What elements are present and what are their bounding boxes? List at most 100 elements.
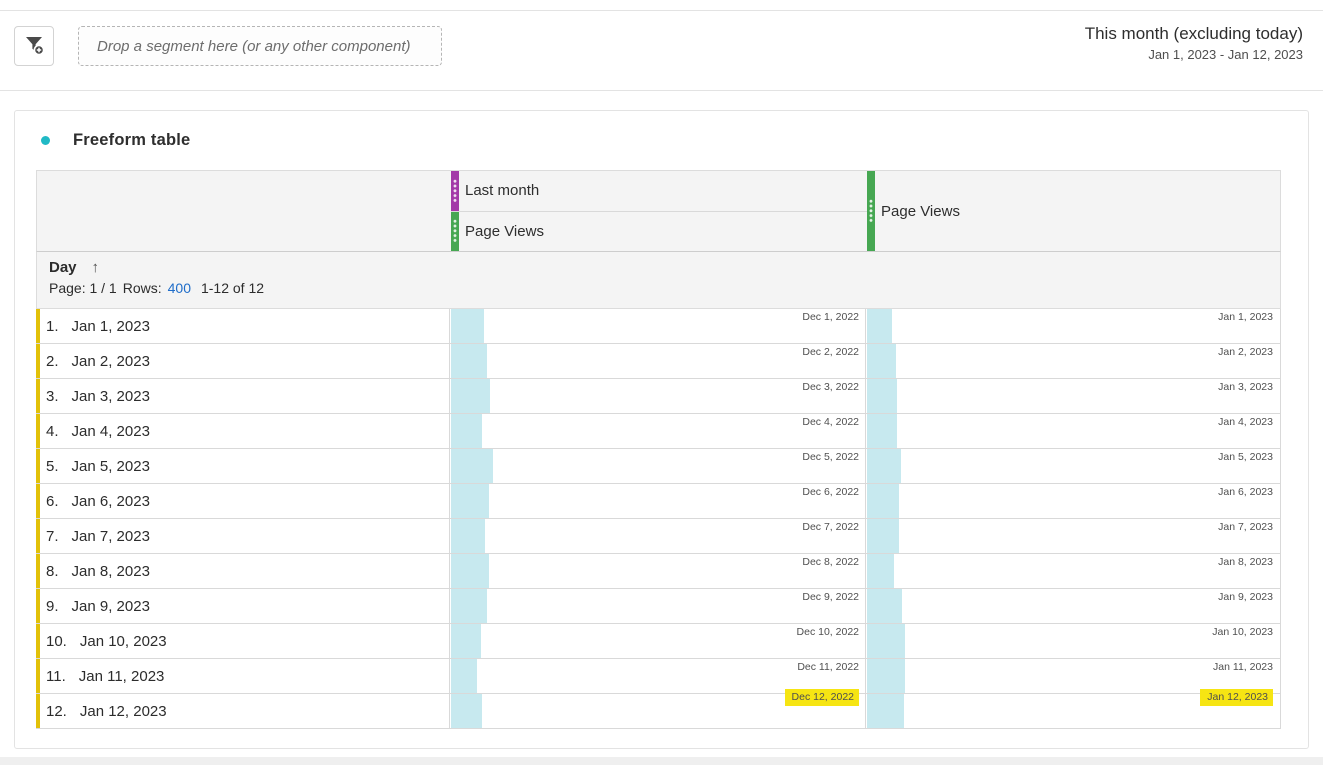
metric-cell[interactable]: Jan 11, 2023	[866, 659, 1279, 693]
segment-toolbar: Drop a segment here (or any other compon…	[0, 10, 1323, 91]
row-header-cell[interactable]: 9. Jan 9, 2023	[36, 589, 450, 623]
metric-cell[interactable]: Dec 8, 2022	[450, 554, 866, 588]
metric-cell[interactable]: Jan 9, 2023	[866, 589, 1279, 623]
metric-drag-handle-icon[interactable]	[867, 171, 875, 251]
segment-header-last-month[interactable]: Last month	[451, 171, 867, 211]
pagination-bar: Page: 1 / 1 Rows: 400 1-12 of 12	[49, 280, 1280, 296]
column-group-last-month: Last month Page Views	[451, 171, 867, 251]
metric-cell[interactable]: Jan 5, 2023	[866, 449, 1279, 483]
row-day-label: Jan 6, 2023	[71, 492, 150, 510]
visualization-dot-icon	[41, 136, 50, 145]
metric-cell[interactable]: Dec 7, 2022	[450, 519, 866, 553]
row-day-label: Jan 8, 2023	[71, 562, 150, 580]
add-segment-filter-button[interactable]	[14, 26, 54, 66]
table-row: 3. Jan 3, 2023 Dec 3, 2022 Jan 3, 2023	[36, 379, 1280, 414]
row-day-label: Jan 2, 2023	[71, 352, 150, 370]
row-header-cell[interactable]: 11. Jan 11, 2023	[36, 659, 450, 693]
row-header-cell[interactable]: 10. Jan 10, 2023	[36, 624, 450, 658]
freeform-table: Last month Page Views Page Views Day ↑ P…	[36, 170, 1281, 729]
table-row: 9. Jan 9, 2023 Dec 9, 2022 Jan 9, 2023	[36, 589, 1280, 624]
row-index: 1.	[46, 317, 59, 335]
panel-header: Freeform table	[41, 131, 190, 150]
metric-cell[interactable]: Dec 9, 2022	[450, 589, 866, 623]
cell-value-label: Jan 12, 2023	[1200, 689, 1273, 706]
metric-cell[interactable]: Dec 12, 2022	[450, 689, 866, 728]
metric-cell[interactable]: Dec 11, 2022	[450, 659, 866, 693]
row-header-cell[interactable]: 3. Jan 3, 2023	[36, 379, 450, 413]
metric-cell[interactable]: Dec 3, 2022	[450, 379, 866, 413]
metric-cell[interactable]: Dec 6, 2022	[450, 484, 866, 518]
row-marker-icon	[36, 414, 40, 448]
cell-value-label: Jan 11, 2023	[1213, 661, 1273, 673]
metric-cell[interactable]: Jan 3, 2023	[866, 379, 1279, 413]
row-header-cell[interactable]: 8. Jan 8, 2023	[36, 554, 450, 588]
cell-value-label: Jan 1, 2023	[1218, 311, 1273, 323]
metric-cell[interactable]: Jan 12, 2023	[866, 689, 1279, 728]
metric-cell[interactable]: Jan 8, 2023	[866, 554, 1279, 588]
dimension-section: Day ↑ Page: 1 / 1 Rows: 400 1-12 of 12	[36, 252, 1281, 309]
rows-count-link[interactable]: 400	[167, 280, 191, 296]
metric-cell[interactable]: Jan 2, 2023	[866, 344, 1279, 378]
sort-ascending-icon[interactable]: ↑	[91, 259, 100, 276]
cell-value-bar	[867, 484, 899, 518]
rows-range: 1-12 of 12	[200, 280, 265, 296]
date-range-dates: Jan 1, 2023 - Jan 12, 2023	[1148, 47, 1303, 62]
row-marker-icon	[36, 659, 40, 693]
row-day-label: Jan 5, 2023	[71, 457, 150, 475]
row-marker-icon	[36, 589, 40, 623]
row-header-cell[interactable]: 1. Jan 1, 2023	[36, 309, 450, 343]
cell-value-bar	[451, 414, 482, 448]
cell-value-bar	[451, 554, 489, 588]
cell-value-bar	[451, 694, 482, 728]
metric-cell[interactable]: Jan 6, 2023	[866, 484, 1279, 518]
metric-header-label: Page Views	[881, 202, 960, 220]
row-header-cell[interactable]: 2. Jan 2, 2023	[36, 344, 450, 378]
cell-value-bar	[867, 589, 902, 623]
metric-cell[interactable]: Dec 2, 2022	[450, 344, 866, 378]
cell-value-bar	[451, 344, 487, 378]
row-day-label: Jan 10, 2023	[79, 632, 167, 650]
row-marker-icon	[36, 344, 40, 378]
cell-value-label: Jan 6, 2023	[1218, 486, 1273, 498]
cell-value-label: Dec 12, 2022	[784, 689, 859, 706]
cell-value-label: Dec 4, 2022	[802, 416, 859, 428]
cell-value-label: Jan 9, 2023	[1218, 591, 1273, 603]
cell-value-label: Dec 7, 2022	[802, 521, 859, 533]
filter-add-icon	[23, 34, 45, 59]
metric-cell[interactable]: Dec 1, 2022	[450, 309, 866, 343]
dimension-header-day[interactable]: Day ↑	[49, 259, 1280, 276]
table-row: 6. Jan 6, 2023 Dec 6, 2022 Jan 6, 2023	[36, 484, 1280, 519]
row-header-cell[interactable]: 4. Jan 4, 2023	[36, 414, 450, 448]
metric-cell[interactable]: Dec 10, 2022	[450, 624, 866, 658]
cell-value-bar	[867, 659, 905, 693]
metric-cell[interactable]: Jan 1, 2023	[866, 309, 1279, 343]
row-day-label: Jan 3, 2023	[71, 387, 150, 405]
row-index: 8.	[46, 562, 59, 580]
metric-cell[interactable]: Jan 7, 2023	[866, 519, 1279, 553]
metric-cell[interactable]: Jan 4, 2023	[866, 414, 1279, 448]
cell-value-bar	[451, 659, 477, 693]
cell-value-bar	[867, 694, 904, 728]
cell-value-bar	[451, 519, 485, 553]
cell-value-bar	[451, 624, 481, 658]
dimension-name: Day	[49, 259, 77, 276]
metric-header-page-views-1[interactable]: Page Views	[451, 210, 867, 251]
table-row: 12. Jan 12, 2023 Dec 12, 2022 Jan 12, 2023	[36, 689, 1280, 729]
metric-cell[interactable]: Jan 10, 2023	[866, 624, 1279, 658]
cell-value-label: Dec 6, 2022	[802, 486, 859, 498]
row-header-cell[interactable]: 5. Jan 5, 2023	[36, 449, 450, 483]
segment-drop-zone[interactable]: Drop a segment here (or any other compon…	[78, 26, 442, 66]
metric-cell[interactable]: Dec 5, 2022	[450, 449, 866, 483]
table-row: 4. Jan 4, 2023 Dec 4, 2022 Jan 4, 2023	[36, 414, 1280, 449]
table-row: 11. Jan 11, 2023 Dec 11, 2022 Jan 11, 2023	[36, 659, 1280, 694]
row-header-cell[interactable]: 6. Jan 6, 2023	[36, 484, 450, 518]
row-header-cell[interactable]: 7. Jan 7, 2023	[36, 519, 450, 553]
table-body: 1. Jan 1, 2023 Dec 1, 2022 Jan 1, 2023 2. Jan…	[36, 309, 1281, 729]
row-index: 9.	[46, 597, 59, 615]
panel-date-range[interactable]: This month (excluding today) Jan 1, 2023…	[1085, 24, 1303, 62]
row-header-cell[interactable]: 12. Jan 12, 2023	[36, 694, 450, 728]
metric-cell[interactable]: Dec 4, 2022	[450, 414, 866, 448]
metric-drag-handle-icon[interactable]	[451, 211, 459, 251]
segment-drag-handle-icon[interactable]	[451, 171, 459, 211]
metric-header-page-views-2[interactable]: Page Views	[867, 171, 1280, 251]
